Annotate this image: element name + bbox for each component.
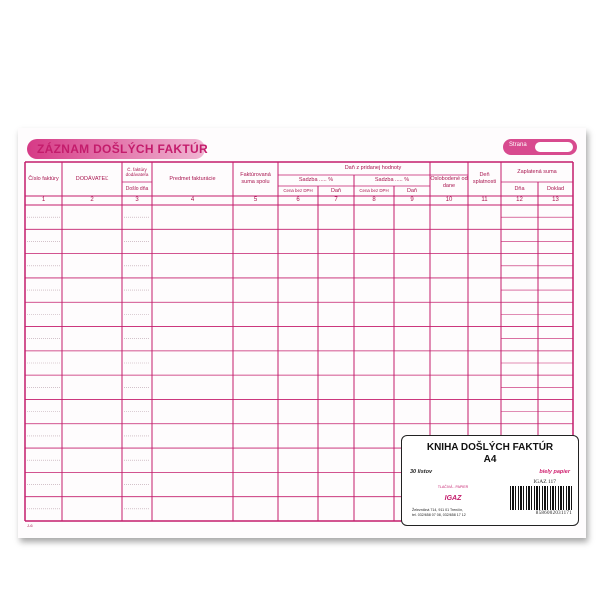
form-code: J-6 [27,523,33,528]
col-number-6: 6 [296,196,300,203]
col-number-1: 1 [41,196,46,203]
col-number-9: 9 [410,196,414,203]
label-product-code: IGAZ 117 [533,479,556,485]
col-header-8: Cena bez DPH [359,188,389,194]
group-header-paid: Zaplatená suma [517,168,557,175]
col-header-9: Daň [406,187,418,194]
col-header-7: Daň [330,187,342,194]
col-header-2: DODÁVATEĽ [75,175,109,182]
sadzba-2: Sadzba ..... % [374,177,410,184]
col-number-5: 5 [253,196,258,203]
label-sheets: 30 listov [410,469,433,475]
barcode-number: 8586002031171 [535,511,572,516]
label-paper: biely papier [539,469,570,475]
col-number-4: 4 [190,196,195,203]
col-number-12: 12 [516,196,523,203]
col-number-2: 2 [90,196,94,203]
igaz-logo: TLAČIVÁ - PAPIER IGAZ [437,485,469,502]
product-label: KNIHA DOŠLÝCH FAKTÚR A4 30 listov biely … [401,435,579,526]
col-header-1: Číslo faktúry [28,175,59,182]
title-banner [27,139,205,159]
group-header-dph: Daň z pridanej hodnoty [344,165,402,172]
col-header-3-sub: Došlo dňa [125,186,149,192]
col-number-3: 3 [135,196,139,203]
page-number-field[interactable] [535,142,573,152]
col-number-13: 13 [552,196,559,203]
page-label: Strana [509,142,527,148]
col-header-11: Deň splatnosti [472,172,497,185]
col-header-13: Doklad [546,185,565,192]
col-header-10: Oslobodené od dane [430,176,468,189]
col-header-4: Predmet fakturácie [169,175,216,182]
col-header-5: Faktúrovaná suma spolu [240,172,271,185]
col-header-12: Dňa [514,185,525,192]
sadzba-1: Sadzba ..... % [298,177,334,184]
barcode [510,486,572,510]
label-format: A4 [483,454,497,465]
col-number-10: 10 [445,196,453,203]
label-address: Železničná 714, 911 01 Trenčín, tel. 032… [412,508,466,517]
col-number-11: 11 [481,196,488,203]
col-number-8: 8 [372,196,376,203]
col-header-3: Č. faktúry dodávateľa [125,166,149,178]
form-title: ZÁZNAM DOŠLÝCH FAKTÚR [37,142,208,156]
label-title: KNIHA DOŠLÝCH FAKTÚR [426,442,554,453]
col-number-7: 7 [334,196,338,203]
col-header-6: Cena bez DPH [283,188,313,194]
